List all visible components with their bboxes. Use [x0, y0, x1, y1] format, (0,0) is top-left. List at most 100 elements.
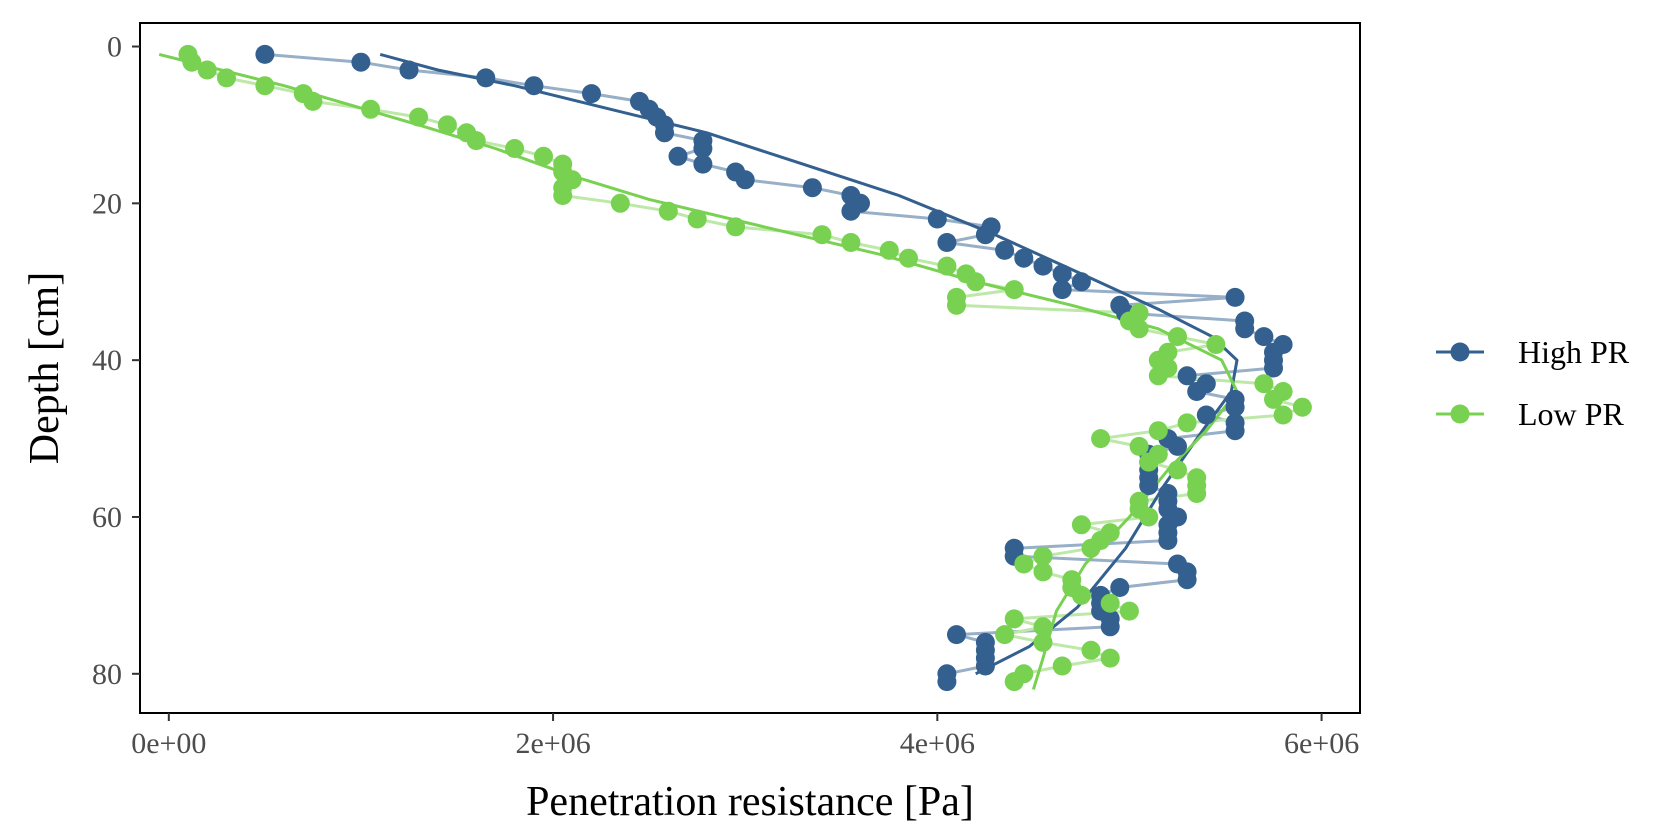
- low-pr-point-19: [610, 193, 630, 213]
- high-pr-point-67: [1177, 570, 1197, 590]
- low-pr-point-74: [995, 625, 1015, 645]
- high-pr-point-78: [975, 656, 995, 676]
- low-pr-point-41: [1148, 366, 1168, 386]
- high-pr-point-27: [1033, 256, 1053, 276]
- low-pr-point-64: [1033, 546, 1053, 566]
- low-pr-point-25: [879, 240, 899, 260]
- high-pr-point-30: [1052, 280, 1072, 300]
- low-pr-point-72: [1004, 609, 1024, 629]
- series-layer: [158, 44, 1312, 692]
- low-pr-point-9: [437, 115, 457, 135]
- low-pr-point-48: [1148, 421, 1168, 441]
- low-pr-point-53: [1168, 460, 1187, 480]
- high-pr-point-50: [1168, 436, 1187, 456]
- high-pr-trend-line: [379, 52, 1239, 676]
- high-pr-point-62: [1158, 531, 1178, 550]
- high-pr-point-35: [1235, 319, 1255, 339]
- high-pr-point-25: [995, 240, 1015, 260]
- high-pr-point-14: [693, 154, 713, 174]
- legend-label-low-pr: Low PR: [1518, 396, 1624, 432]
- x-tick-label-1: 2e+06: [515, 727, 590, 760]
- high-pr-point-17: [802, 178, 822, 198]
- low-pr-point-42: [1254, 374, 1274, 394]
- y-tick-label-2: 40: [92, 344, 122, 377]
- high-pr-point-4: [524, 76, 544, 96]
- high-pr-point-31: [1225, 287, 1245, 307]
- low-pr-point-7: [361, 99, 381, 119]
- low-pr-point-36: [1168, 327, 1187, 347]
- high-pr-point-26: [1014, 248, 1034, 268]
- high-pr-point-74: [947, 625, 966, 645]
- low-pr-point-1: [182, 52, 202, 72]
- y-axis-title: Depth [cm]: [22, 272, 68, 464]
- y-tick-label-4: 80: [92, 658, 122, 691]
- low-pr-point-63: [1081, 538, 1101, 558]
- legend-item-low-pr: Low PR: [1436, 396, 1624, 432]
- high-pr-point-10: [655, 123, 674, 143]
- high-pr-point-12: [693, 139, 713, 158]
- low-pr-point-69: [1071, 585, 1091, 605]
- low-pr-point-65: [1014, 554, 1034, 574]
- high-pr-point-36: [1254, 327, 1274, 347]
- low-pr-point-80: [1004, 672, 1024, 692]
- low-pr-point-71: [1119, 601, 1139, 621]
- low-pr-point-21: [687, 209, 707, 229]
- high-pr-point-2: [399, 60, 419, 80]
- low-pr-point-4: [255, 76, 275, 96]
- low-pr-point-24: [841, 233, 861, 252]
- high-pr-point-55: [1139, 476, 1159, 496]
- high-pr-point-45: [1225, 397, 1245, 417]
- low-pr-point-75: [1033, 632, 1053, 652]
- high-pr-point-29: [1071, 272, 1091, 292]
- low-pr-point-56: [1187, 484, 1207, 503]
- low-pr-point-59: [1139, 507, 1159, 527]
- low-pr-point-49: [1091, 429, 1111, 449]
- low-pr-point-3: [217, 68, 236, 88]
- legend: High PR Low PR: [1436, 334, 1630, 432]
- low-pr-point-37: [1206, 335, 1226, 354]
- high-pr-point-3: [476, 68, 496, 88]
- low-pr-point-73: [1033, 617, 1053, 637]
- low-pr-point-47: [1177, 413, 1197, 433]
- high-pr-point-68: [1110, 578, 1130, 597]
- low-pr-point-77: [1100, 648, 1120, 668]
- high-pr-point-40: [1264, 358, 1283, 378]
- high-pr-point-24: [937, 233, 957, 252]
- low-pr-point-32: [947, 295, 966, 315]
- high-pr-point-48: [1225, 421, 1245, 441]
- low-pr-point-18: [553, 186, 573, 205]
- low-pr-point-78: [1052, 656, 1072, 676]
- low-pr-point-27: [937, 256, 957, 276]
- high-pr-point-13: [668, 146, 688, 166]
- x-tick-label-3: 6e+06: [1284, 727, 1359, 760]
- low-pr-point-22: [726, 217, 746, 237]
- low-pr-point-70: [1100, 593, 1120, 613]
- y-axis: 0 20 40 60 80: [92, 31, 140, 691]
- high-pr-point-0: [255, 44, 275, 64]
- legend-key-point-high-pr: [1450, 342, 1470, 362]
- high-pr-point-46: [1196, 405, 1216, 425]
- high-pr-point-41: [1177, 366, 1197, 386]
- low-pr-point-2: [197, 60, 217, 80]
- legend-key-point-low-pr: [1450, 404, 1470, 424]
- high-pr-point-80: [937, 672, 957, 692]
- low-pr-point-52: [1139, 452, 1159, 472]
- low-pr-point-50: [1129, 436, 1149, 456]
- high-pr-point-73: [1100, 617, 1120, 637]
- high-pr-point-28: [1052, 264, 1072, 284]
- high-pr-point-21: [927, 209, 947, 229]
- low-pr-point-13: [534, 146, 553, 166]
- x-tick-label-2: 4e+06: [900, 727, 975, 760]
- low-pr-point-6: [303, 91, 323, 111]
- low-pr-point-44: [1264, 389, 1283, 409]
- y-tick-label-0: 0: [107, 31, 122, 64]
- low-pr-point-45: [1292, 397, 1312, 417]
- low-pr-point-66: [1033, 562, 1053, 582]
- low-pr-point-60: [1071, 515, 1091, 535]
- low-pr-point-11: [466, 131, 486, 151]
- y-tick-label-1: 20: [92, 187, 122, 220]
- low-pr-point-76: [1081, 640, 1101, 660]
- x-axis: 0e+00 2e+06 4e+06 6e+06: [131, 713, 1359, 760]
